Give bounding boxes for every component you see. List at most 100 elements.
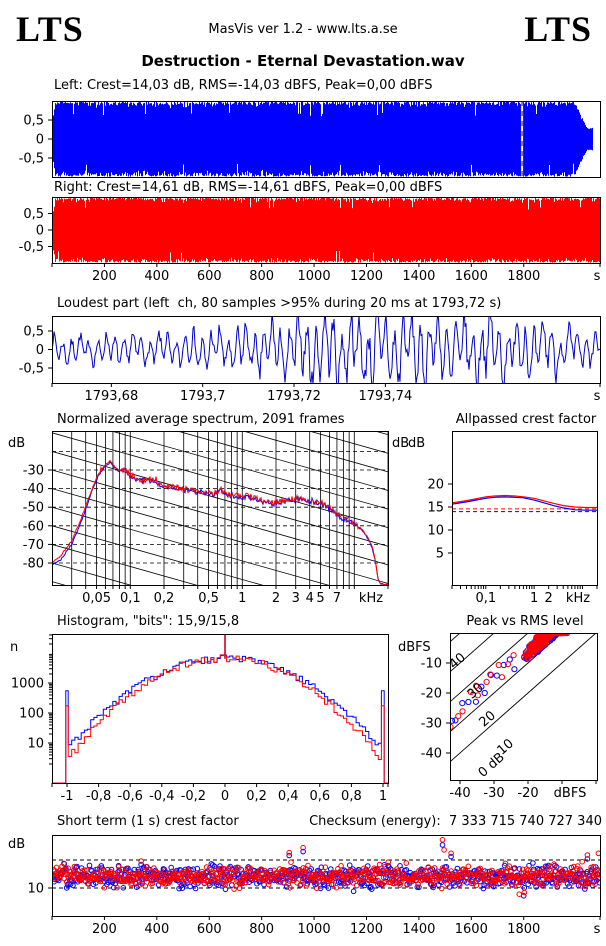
x-tick-label: 0,8 xyxy=(341,789,362,804)
x-tick-label: 3 xyxy=(292,591,300,606)
short-term-ylabel: dB xyxy=(8,837,26,852)
crest-point xyxy=(181,875,188,881)
x-tick-label: 1000 xyxy=(298,269,331,284)
crest-point xyxy=(303,882,310,889)
y-tick-label: 1000 xyxy=(11,677,44,692)
crest-point xyxy=(146,875,152,882)
crest-point xyxy=(62,866,68,873)
crest-point xyxy=(222,886,229,893)
crest-diagonal-line xyxy=(450,633,563,733)
x-axis-unit: kHz xyxy=(566,591,590,606)
crest-point xyxy=(347,867,354,873)
x-tick-label: 600 xyxy=(197,269,222,284)
crest-point xyxy=(317,885,324,892)
y-tick-label: 10 xyxy=(27,882,44,897)
y-tick-label: 5 xyxy=(436,547,444,562)
scatter-point xyxy=(504,661,511,668)
crest-point xyxy=(577,866,583,873)
tilt-reference-line xyxy=(52,488,388,584)
x-tick-label: 2 xyxy=(272,591,280,606)
tilt-reference-line xyxy=(52,506,330,585)
crest-point xyxy=(240,870,247,876)
crest-point xyxy=(258,876,265,882)
crest-point xyxy=(595,875,600,881)
crest-point xyxy=(265,881,272,888)
crest-point xyxy=(521,889,528,896)
y-tick-label: 0,5 xyxy=(23,114,44,129)
crest-diagonal-label: 20 xyxy=(477,708,499,730)
histogram-trace-right xyxy=(52,654,388,783)
crest-point xyxy=(385,859,392,866)
crest-point xyxy=(579,858,586,865)
allpassed-trace-right xyxy=(452,494,597,509)
x-tick-label: 1 xyxy=(530,591,538,606)
crest-point xyxy=(335,870,342,876)
scatter-point xyxy=(529,644,536,651)
crest-point xyxy=(189,878,196,885)
crest-point xyxy=(284,867,290,874)
crest-point xyxy=(369,877,376,883)
crest-point xyxy=(549,874,556,881)
crest-point xyxy=(439,837,446,843)
crest-point xyxy=(178,876,185,882)
plot-border xyxy=(52,835,601,917)
y-tick-label: 0,5 xyxy=(23,207,44,222)
crest-point xyxy=(140,868,147,874)
x-tick-label: 1 xyxy=(379,789,387,804)
crest-point xyxy=(111,870,118,877)
scatter-point xyxy=(452,717,459,724)
crest-point xyxy=(444,881,451,888)
short-term-crest-plot xyxy=(52,837,600,899)
histogram-trace-left xyxy=(52,654,388,783)
crest-point xyxy=(236,885,243,892)
crest-point xyxy=(329,869,336,876)
spectrum-ylabel-left: dB xyxy=(8,436,26,451)
crest-point xyxy=(278,868,285,874)
crest-point xyxy=(223,876,230,882)
crest-point xyxy=(236,865,242,871)
crest-point xyxy=(313,885,320,892)
crest-point xyxy=(506,863,513,870)
x-axis-unit: dBFS xyxy=(554,786,587,801)
crest-point xyxy=(218,865,225,872)
crest-point xyxy=(239,879,245,886)
scatter-point xyxy=(465,698,472,706)
x-tick-label: 0,2 xyxy=(246,789,267,804)
crest-point xyxy=(338,863,344,869)
scatter-point xyxy=(472,682,480,690)
crest-point xyxy=(133,875,139,882)
crest-point xyxy=(357,868,363,875)
histogram-title: Histogram, "bits": 15,9/15,8 xyxy=(57,614,240,629)
x-tick-label: 0,5 xyxy=(198,591,219,606)
y-tick-label: -20 xyxy=(421,687,442,702)
crest-point xyxy=(379,881,386,888)
crest-point xyxy=(525,867,532,874)
x-tick-label: 1400 xyxy=(402,269,435,284)
crest-point xyxy=(590,863,597,870)
x-tick-label: -0,2 xyxy=(181,789,206,804)
x-axis-unit: s xyxy=(594,389,601,404)
crest-point xyxy=(516,882,522,889)
scatter-point xyxy=(493,672,500,679)
crest-diagonal-label: 40 xyxy=(447,650,469,672)
crest-point xyxy=(63,879,70,885)
x-tick-label: 1793,68 xyxy=(84,389,138,404)
y-tick-label: -30 xyxy=(421,717,442,732)
loudest-part-trace xyxy=(52,316,600,383)
crest-point xyxy=(138,858,144,864)
peak-vs-rms-title: Peak vs RMS level xyxy=(466,614,584,629)
crest-point xyxy=(501,880,508,887)
crest-point xyxy=(192,879,198,885)
scatter-point xyxy=(442,717,447,722)
crest-point xyxy=(582,886,588,892)
crest-point xyxy=(295,867,302,874)
crest-point xyxy=(320,868,326,875)
crest-point xyxy=(380,874,387,881)
crest-point xyxy=(311,874,318,881)
crest-point xyxy=(540,883,546,889)
scatter-point xyxy=(487,671,494,678)
crest-point xyxy=(162,868,168,874)
crest-point xyxy=(115,864,122,870)
y-tick-label: -50 xyxy=(23,501,44,516)
y-tick-label: 0 xyxy=(36,224,44,239)
